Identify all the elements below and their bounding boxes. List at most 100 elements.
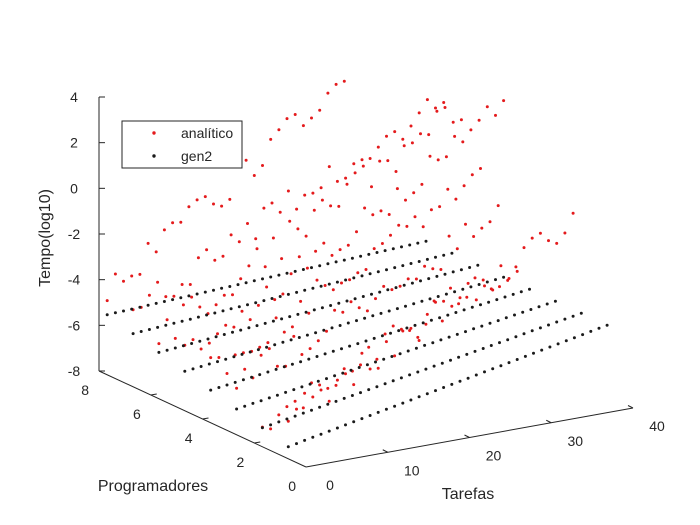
point-analitico bbox=[352, 162, 356, 166]
point-analitico bbox=[436, 158, 440, 162]
point-gen2 bbox=[297, 336, 301, 339]
point-gen2 bbox=[406, 349, 410, 353]
point-gen2 bbox=[462, 308, 466, 312]
point-analitico bbox=[252, 174, 256, 177]
point-gen2 bbox=[459, 268, 463, 272]
point-analitico bbox=[457, 302, 461, 306]
point-analitico bbox=[443, 106, 447, 109]
point-gen2 bbox=[345, 299, 349, 303]
point-analitico bbox=[222, 293, 226, 297]
x-tick-label: 20 bbox=[486, 448, 502, 464]
point-gen2 bbox=[335, 426, 339, 430]
y-tick-label: 8 bbox=[81, 382, 89, 398]
point-gen2 bbox=[431, 341, 435, 345]
point-analitico bbox=[266, 341, 270, 345]
point-gen2 bbox=[417, 260, 421, 263]
y-tick-label: 4 bbox=[185, 430, 193, 446]
point-analitico bbox=[325, 329, 328, 333]
point-analitico bbox=[335, 179, 339, 183]
point-gen2 bbox=[203, 290, 207, 294]
point-gen2 bbox=[368, 414, 372, 417]
point-gen2 bbox=[299, 360, 303, 364]
point-analitico bbox=[220, 204, 224, 208]
point-analitico bbox=[355, 230, 358, 234]
point-gen2 bbox=[222, 333, 226, 336]
point-analitico bbox=[196, 256, 200, 260]
point-gen2 bbox=[206, 337, 210, 341]
point-analitico bbox=[342, 79, 346, 83]
point-gen2 bbox=[393, 404, 397, 408]
point-analitico bbox=[466, 281, 470, 285]
point-gen2 bbox=[359, 254, 363, 258]
point-analitico bbox=[277, 413, 281, 417]
point-analitico bbox=[312, 208, 316, 212]
point-analitico bbox=[341, 310, 345, 314]
point-gen2 bbox=[224, 357, 228, 361]
point-analitico bbox=[323, 284, 327, 287]
point-gen2 bbox=[572, 336, 576, 340]
point-analitico bbox=[345, 182, 349, 186]
point-analitico bbox=[334, 383, 338, 387]
point-gen2 bbox=[473, 349, 477, 353]
point-analitico bbox=[290, 325, 294, 329]
point-gen2 bbox=[323, 352, 327, 356]
point-gen2 bbox=[442, 253, 446, 257]
point-analitico bbox=[113, 272, 117, 276]
point-gen2 bbox=[344, 278, 348, 282]
point-gen2 bbox=[352, 276, 356, 280]
point-analitico bbox=[269, 427, 273, 431]
point-analitico bbox=[248, 318, 252, 322]
point-analitico bbox=[464, 222, 467, 226]
z-tick-label: -6 bbox=[68, 317, 81, 333]
point-gen2 bbox=[579, 311, 583, 315]
point-analitico bbox=[356, 271, 360, 275]
point-analitico bbox=[243, 367, 247, 371]
point-gen2 bbox=[310, 266, 313, 270]
point-analitico bbox=[514, 265, 518, 269]
point-gen2 bbox=[363, 316, 367, 320]
point-gen2 bbox=[470, 305, 474, 309]
x-tick-mark bbox=[382, 449, 388, 453]
point-analitico bbox=[319, 186, 323, 190]
point-analitico bbox=[368, 157, 372, 160]
point-analitico bbox=[301, 406, 305, 410]
point-gen2 bbox=[522, 332, 526, 336]
point-gen2 bbox=[398, 352, 402, 356]
point-analitico bbox=[308, 347, 312, 351]
point-gen2 bbox=[195, 292, 199, 296]
point-gen2 bbox=[408, 373, 412, 377]
point-gen2 bbox=[205, 313, 209, 317]
legend-label-gen2: gen2 bbox=[181, 148, 212, 164]
point-analitico bbox=[330, 253, 334, 257]
point-gen2 bbox=[402, 283, 406, 287]
point-gen2 bbox=[199, 365, 203, 368]
point-analitico bbox=[461, 140, 465, 144]
point-analitico bbox=[278, 210, 282, 214]
point-gen2 bbox=[325, 377, 328, 381]
point-analitico bbox=[171, 221, 175, 225]
point-analitico bbox=[472, 235, 476, 238]
point-analitico bbox=[105, 299, 109, 303]
x-tick-mark bbox=[464, 434, 470, 438]
point-analitico bbox=[310, 116, 313, 120]
point-gen2 bbox=[465, 352, 469, 356]
point-analitico bbox=[479, 167, 482, 170]
point-gen2 bbox=[256, 348, 260, 352]
point-gen2 bbox=[296, 312, 300, 316]
point-analitico bbox=[402, 144, 406, 148]
point-analitico bbox=[398, 284, 402, 288]
point-analitico bbox=[301, 124, 305, 128]
legend-label-analitico: analítico bbox=[181, 125, 233, 141]
point-gen2 bbox=[214, 335, 218, 339]
point-gen2 bbox=[529, 308, 533, 311]
point-gen2 bbox=[274, 367, 278, 371]
point-gen2 bbox=[447, 335, 451, 339]
point-gen2 bbox=[405, 326, 409, 330]
point-gen2 bbox=[252, 279, 256, 283]
point-analitico bbox=[334, 82, 338, 86]
point-gen2 bbox=[408, 243, 412, 247]
point-gen2 bbox=[156, 325, 160, 329]
point-analitico bbox=[455, 247, 459, 251]
point-gen2 bbox=[436, 295, 440, 298]
point-gen2 bbox=[353, 297, 357, 301]
